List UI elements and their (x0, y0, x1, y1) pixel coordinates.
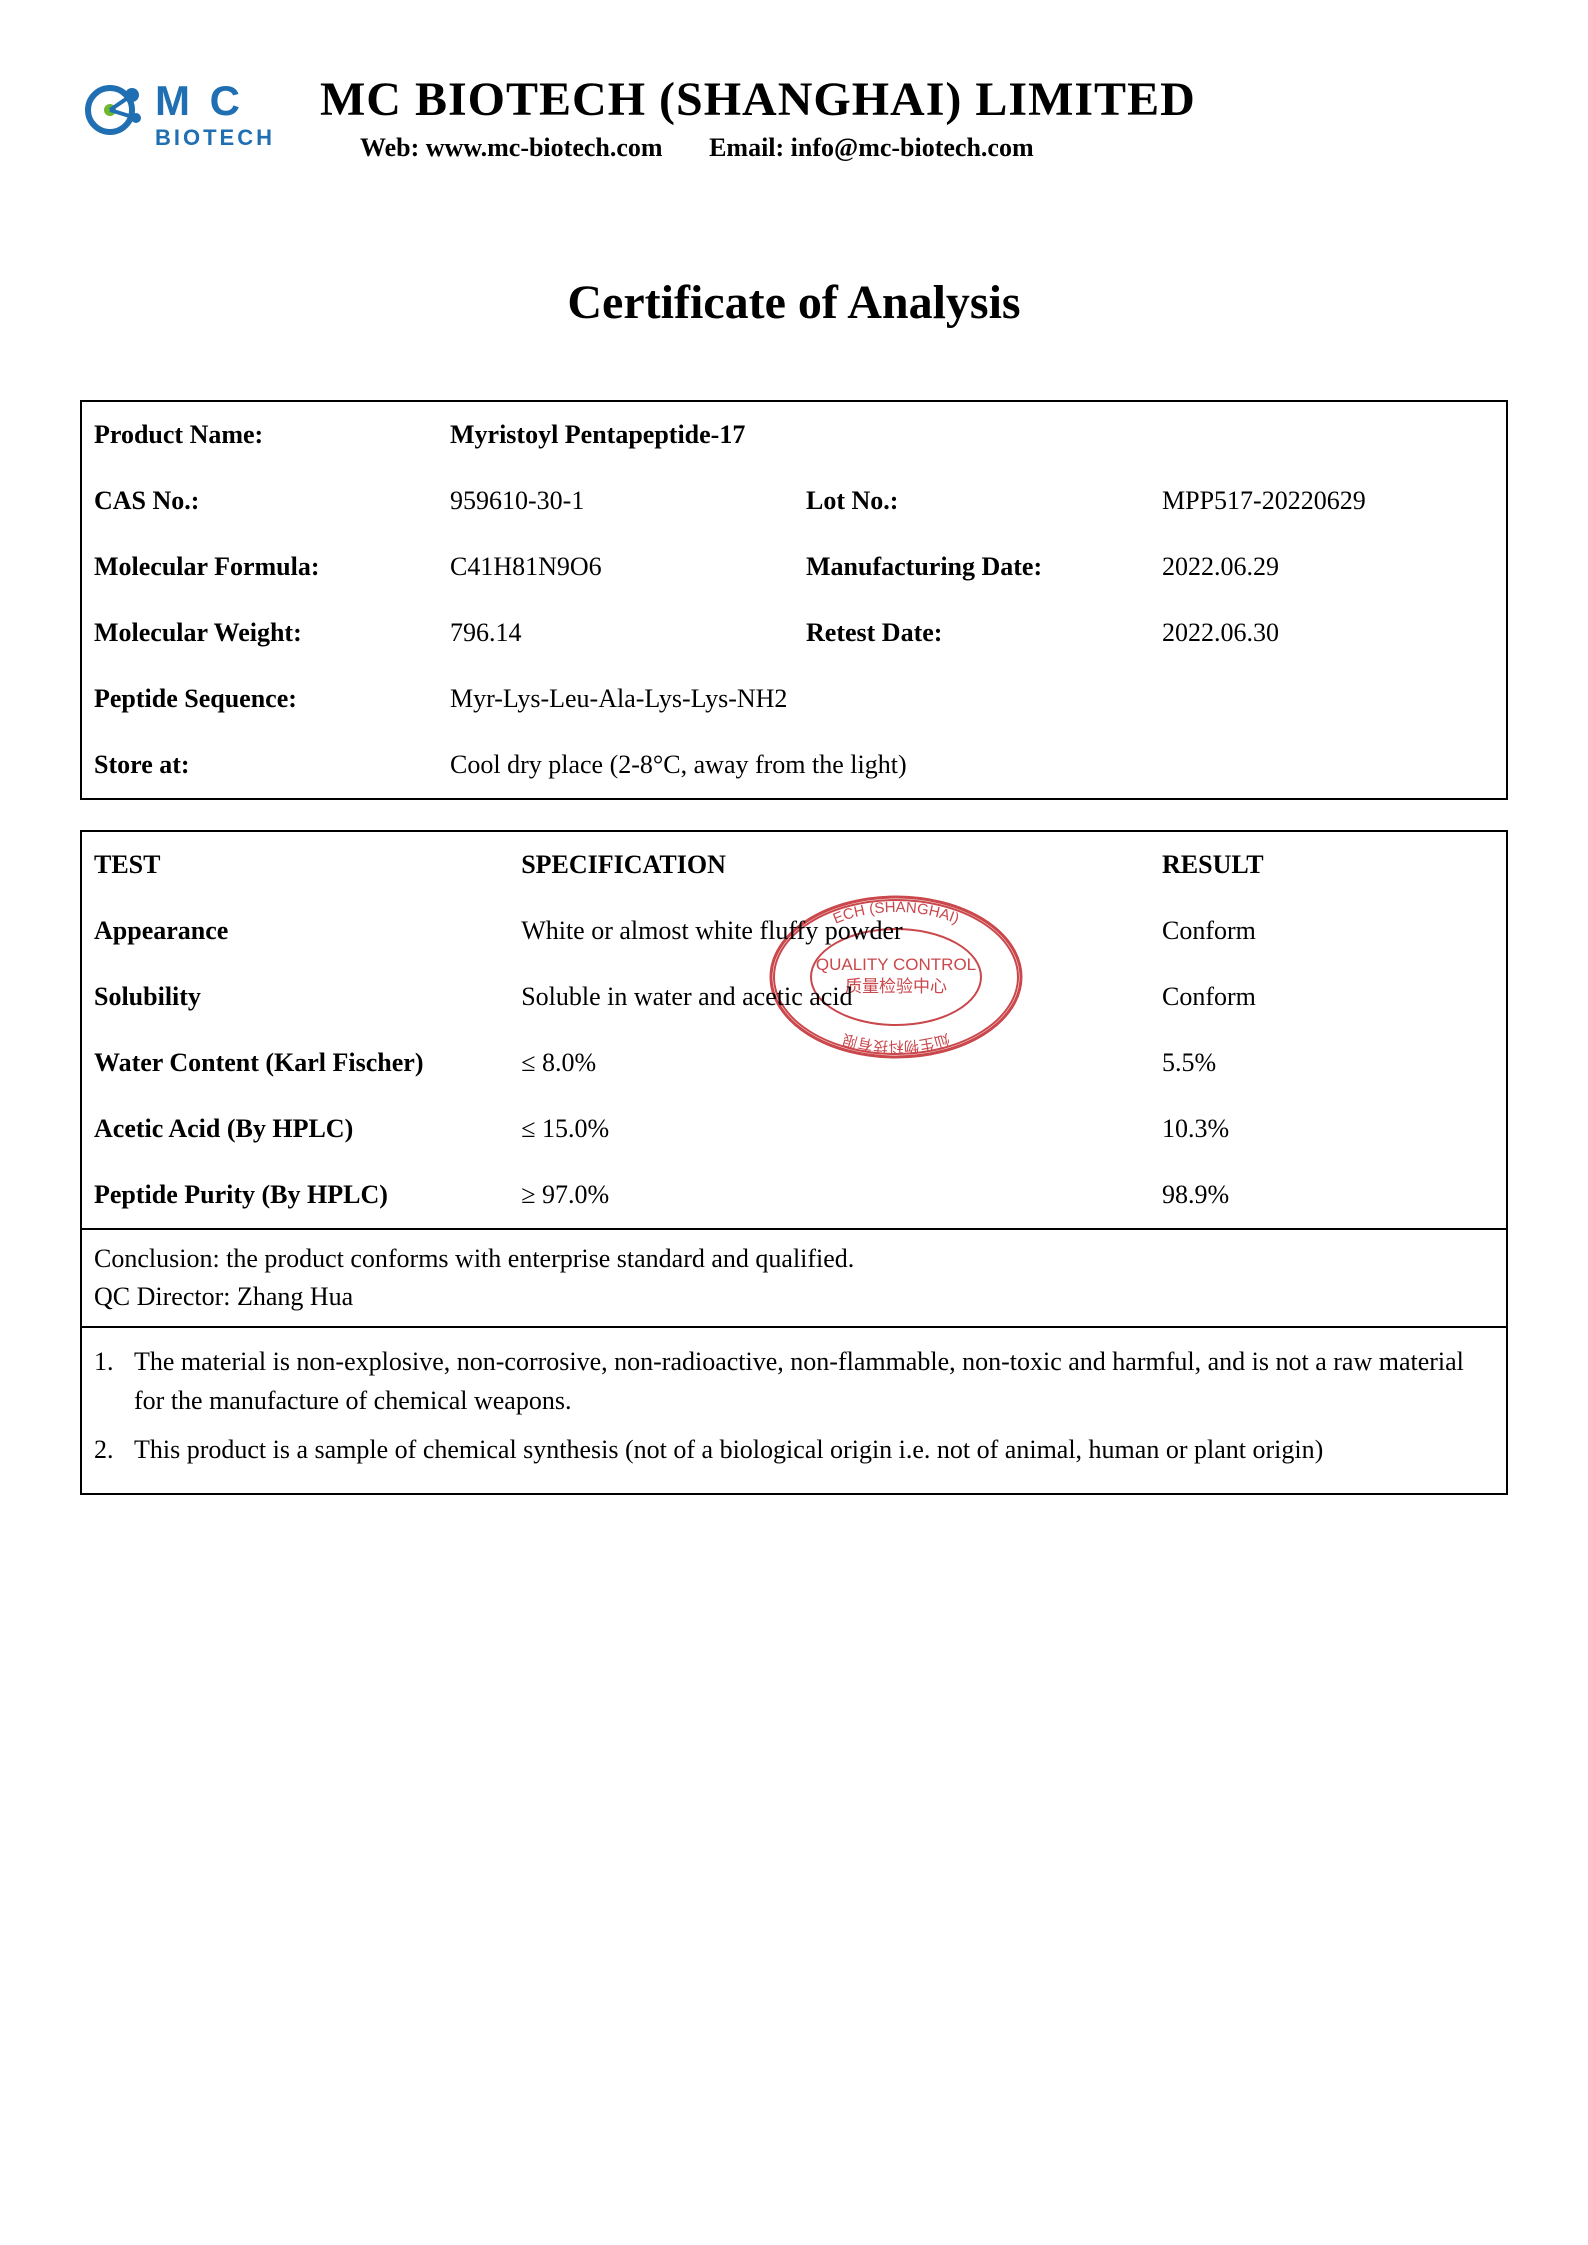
spec-result: 98.9% (1150, 1162, 1506, 1229)
retest-label: Retest Date: (794, 600, 1150, 666)
note-text: This product is a sample of chemical syn… (134, 1430, 1323, 1469)
formula-value: C41H81N9O6 (438, 534, 794, 600)
qc-director: QC Director: Zhang Hua (94, 1282, 1494, 1312)
contact-line: Web: www.mc-biotech.com Email: info@mc-b… (360, 133, 1508, 163)
notes-list: 1. The material is non-explosive, non-co… (94, 1342, 1494, 1469)
retest-value: 2022.06.30 (1150, 600, 1506, 666)
letterhead: M C BIOTECH MC BIOTECH (SHANGHAI) LIMITE… (80, 60, 1508, 175)
conclusion-text: Conclusion: the product conforms with en… (94, 1244, 1494, 1274)
logo-biotech-text: BIOTECH (155, 125, 275, 150)
mfg-date-label: Manufacturing Date: (794, 534, 1150, 600)
spec-result: Conform (1150, 898, 1506, 964)
company-name: MC BIOTECH (SHANGHAI) LIMITED (320, 72, 1508, 127)
lot-label: Lot No.: (794, 468, 1150, 534)
spec-head-spec: SPECIFICATION (509, 832, 1150, 898)
cas-label: CAS No.: (82, 468, 438, 534)
spec-spec: ≤ 8.0% (509, 1030, 1150, 1096)
conclusion-row: Conclusion: the product conforms with en… (82, 1229, 1506, 1327)
note-item: 2. This product is a sample of chemical … (94, 1430, 1494, 1469)
spec-spec: White or almost white fluffy powder (509, 898, 1150, 964)
spec-row: Water Content (Karl Fischer) ≤ 8.0% 5.5% (82, 1030, 1506, 1096)
spec-spec: ≤ 15.0% (509, 1096, 1150, 1162)
spec-head-result: RESULT (1150, 832, 1506, 898)
spec-test: Water Content (Karl Fischer) (82, 1030, 509, 1096)
web-label: Web: www.mc-biotech.com (360, 133, 663, 162)
mfg-date-value: 2022.06.29 (1150, 534, 1506, 600)
spec-row: Solubility Soluble in water and acetic a… (82, 964, 1506, 1030)
cas-value: 959610-30-1 (438, 468, 794, 534)
spec-test: Peptide Purity (By HPLC) (82, 1162, 509, 1229)
logo-mc-text: M C (155, 77, 244, 124)
spec-result: 10.3% (1150, 1096, 1506, 1162)
spec-result: Conform (1150, 964, 1506, 1030)
sequence-label: Peptide Sequence: (82, 666, 438, 732)
spec-row: Peptide Purity (By HPLC) ≥ 97.0% 98.9% (82, 1162, 1506, 1229)
note-number: 1. (94, 1342, 134, 1420)
sequence-value: Myr-Lys-Leu-Ala-Lys-Lys-NH2 (438, 666, 1506, 732)
spec-head-test: TEST (82, 832, 509, 898)
note-number: 2. (94, 1430, 134, 1469)
weight-value: 796.14 (438, 600, 794, 666)
product-name-value: Myristoyl Pentapeptide-17 (438, 402, 1506, 468)
spec-section: ECH (SHANGHAI) 灿生物科技有限 QUALITY CONTROL 质… (80, 830, 1508, 1495)
weight-label: Molecular Weight: (82, 600, 438, 666)
header-text-block: MC BIOTECH (SHANGHAI) LIMITED Web: www.m… (320, 72, 1508, 163)
spec-spec: ≥ 97.0% (509, 1162, 1150, 1229)
company-logo: M C BIOTECH (80, 60, 300, 175)
spec-result: 5.5% (1150, 1030, 1506, 1096)
product-name-label: Product Name: (82, 402, 438, 468)
spec-table: TEST SPECIFICATION RESULT Appearance Whi… (82, 832, 1506, 1493)
spec-row: Appearance White or almost white fluffy … (82, 898, 1506, 964)
spec-test: Acetic Acid (By HPLC) (82, 1096, 509, 1162)
formula-label: Molecular Formula: (82, 534, 438, 600)
product-info-table: Product Name: Myristoyl Pentapeptide-17 … (82, 402, 1506, 798)
spec-test: Solubility (82, 964, 509, 1030)
spec-test: Appearance (82, 898, 509, 964)
store-label: Store at: (82, 732, 438, 798)
notes-row: 1. The material is non-explosive, non-co… (82, 1327, 1506, 1493)
store-value: Cool dry place (2-8°C, away from the lig… (438, 732, 1506, 798)
note-text: The material is non-explosive, non-corro… (134, 1342, 1494, 1420)
spec-spec: Soluble in water and acetic acid (509, 964, 1150, 1030)
email-label: Email: info@mc-biotech.com (709, 133, 1034, 162)
note-item: 1. The material is non-explosive, non-co… (94, 1342, 1494, 1420)
document-title: Certificate of Analysis (80, 275, 1508, 330)
product-info-section: Product Name: Myristoyl Pentapeptide-17 … (80, 400, 1508, 800)
spec-row: Acetic Acid (By HPLC) ≤ 15.0% 10.3% (82, 1096, 1506, 1162)
lot-value: MPP517-20220629 (1150, 468, 1506, 534)
